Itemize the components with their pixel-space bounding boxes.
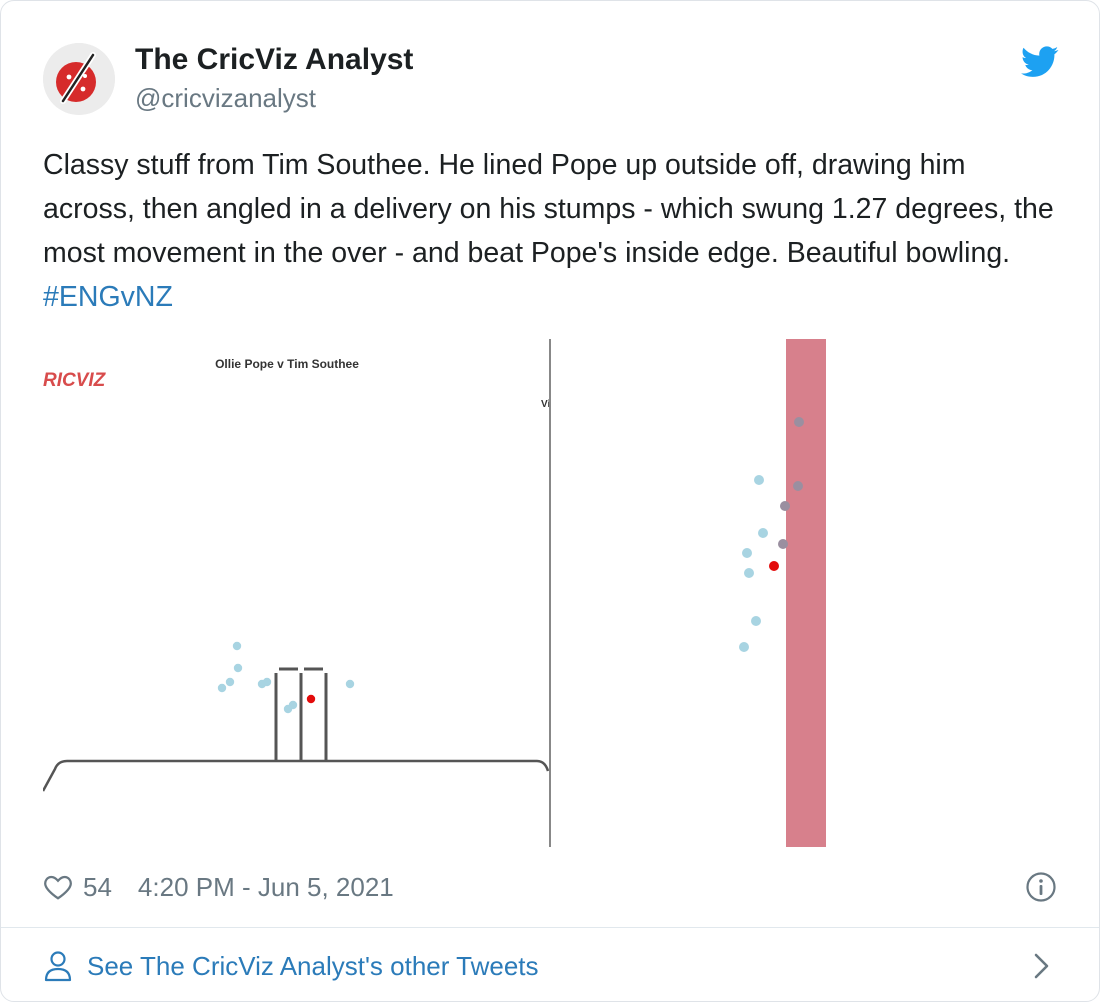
cricket-ball-bat-logo-icon <box>43 43 115 115</box>
line-map-point <box>778 539 788 549</box>
pitch-map-point <box>225 677 235 687</box>
pitch-map-graphic: RICVIZ Ollie Pope v Tim Southee Vi <box>43 339 551 847</box>
line-map-highlight <box>769 561 779 571</box>
like-count[interactable]: 54 <box>83 871 112 902</box>
tweet-body: Classy stuff from Tim Southee. He lined … <box>43 149 1054 269</box>
hashtag-link[interactable]: #ENGvNZ <box>43 281 173 313</box>
crease-line <box>43 759 550 792</box>
line-map-point <box>780 501 790 511</box>
chart-title: Ollie Pope v Tim Southee <box>215 357 359 371</box>
line-map-point <box>754 475 764 485</box>
tweet-text: Classy stuff from Tim Southee. He lined … <box>43 143 1063 319</box>
line-map-point <box>758 528 768 538</box>
line-map-graphic <box>739 339 826 847</box>
pitch-map-point <box>288 700 298 710</box>
media-pitch-map[interactable]: RICVIZ Ollie Pope v Tim Southee Vi <box>43 339 551 847</box>
other-tweets-label: See The CricViz Analyst's other Tweets <box>87 950 539 981</box>
line-map-point <box>794 417 804 427</box>
line-map-point <box>751 616 761 626</box>
media-line-map[interactable] <box>553 339 1099 847</box>
pitch-map-point <box>232 641 242 651</box>
pitch-map-point <box>345 679 355 689</box>
person-icon <box>43 950 73 982</box>
chevron-right-icon[interactable] <box>1031 951 1053 981</box>
pitch-map-point <box>262 677 272 687</box>
author-name[interactable]: The CricViz Analyst <box>135 43 414 76</box>
line-map-point <box>742 548 752 558</box>
line-map-point <box>739 642 749 652</box>
cricviz-logo: RICVIZ <box>43 370 107 391</box>
info-icon[interactable] <box>1025 871 1057 903</box>
edge-label: Vi <box>541 399 550 410</box>
pitch-map-point <box>217 683 227 693</box>
tweet-footer: 54 4:20 PM - Jun 5, 2021 <box>43 867 394 907</box>
author-handle[interactable]: @cricvizanalyst <box>135 83 316 113</box>
stumps <box>274 667 328 761</box>
twitter-bird-icon[interactable] <box>1021 45 1059 79</box>
pitch-map-highlight <box>306 694 316 704</box>
heart-icon[interactable] <box>43 872 73 902</box>
line-map-point <box>744 568 754 578</box>
footer-divider <box>1 927 1099 928</box>
tweet-timestamp[interactable]: 4:20 PM - Jun 5, 2021 <box>137 871 394 902</box>
pitch-map-point <box>233 663 243 673</box>
stump-corridor <box>786 339 826 847</box>
other-tweets-link[interactable]: See The CricViz Analyst's other Tweets <box>43 945 539 987</box>
avatar[interactable] <box>43 43 115 115</box>
line-map-point <box>793 481 803 491</box>
